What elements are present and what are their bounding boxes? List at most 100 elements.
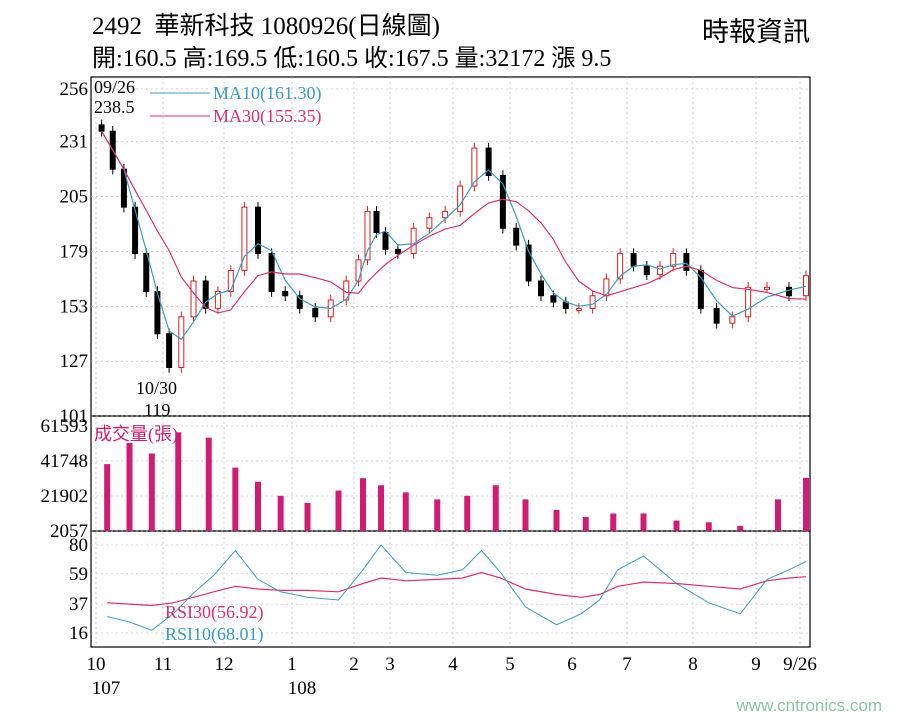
candle-body xyxy=(538,280,544,297)
month-tick-label: 1 xyxy=(287,654,297,675)
candle-body xyxy=(442,210,449,219)
volume-bar xyxy=(277,495,284,531)
candle-body xyxy=(355,259,362,282)
candle-body xyxy=(683,253,690,271)
candle-body xyxy=(166,333,173,368)
price-tick-label: 153 xyxy=(60,296,89,317)
candle-body xyxy=(143,253,150,293)
candle-body xyxy=(457,185,464,212)
volume-bar xyxy=(148,453,155,531)
grid-lines xyxy=(91,77,810,647)
candle-body xyxy=(296,295,303,309)
month-tick-label: 5 xyxy=(505,654,515,675)
candle-body xyxy=(617,253,624,280)
volume-title: 成交量(張) xyxy=(94,424,178,445)
volume-bar xyxy=(104,464,111,531)
high-price-annotation: 238.5 xyxy=(94,97,135,117)
month-tick-label: 4 xyxy=(448,654,458,675)
high-date-annotation: 09/26 xyxy=(94,77,135,97)
candle-body xyxy=(643,265,650,276)
candle-body xyxy=(471,147,478,187)
volume-bar xyxy=(553,509,560,531)
source-label: 時報資訊 xyxy=(702,17,810,47)
volume-bar xyxy=(464,495,471,531)
volume-bar xyxy=(126,442,133,531)
low-price-annotation: 119 xyxy=(144,400,170,420)
month-tick-label: 11 xyxy=(154,654,172,675)
year-tick-label: 108 xyxy=(288,678,317,699)
volume-bar xyxy=(232,467,239,531)
volume-bar xyxy=(335,490,342,531)
candle-body xyxy=(485,147,492,176)
candle-body xyxy=(364,210,371,261)
volume-bar xyxy=(378,485,384,531)
ma10-legend-label: MA10(161.30) xyxy=(213,83,322,104)
low-date-annotation: 10/30 xyxy=(136,378,177,398)
candle-body xyxy=(132,206,139,255)
candle-body xyxy=(178,316,185,368)
volume-bar xyxy=(775,499,781,531)
volume-tick-label: 2057 xyxy=(50,521,88,542)
volume-bar xyxy=(582,516,589,531)
ma10-line xyxy=(101,130,807,341)
candle-body xyxy=(190,280,197,318)
month-tick-label: 3 xyxy=(385,654,395,675)
volume-tick-label: 41748 xyxy=(41,451,89,472)
rsi10-legend-label: RSI10(68.01) xyxy=(165,624,264,645)
volume-bar xyxy=(255,481,261,531)
candle-body xyxy=(382,231,389,250)
candle-body xyxy=(499,174,506,229)
price-tick-label: 101 xyxy=(60,406,89,427)
month-tick-label: 7 xyxy=(622,654,632,675)
candle-body xyxy=(410,227,417,255)
month-tick-label: 6 xyxy=(567,654,577,675)
volume-bar xyxy=(705,522,712,531)
month-tick-label: 9 xyxy=(751,654,761,675)
volume-bar xyxy=(434,499,441,531)
rsi30-line xyxy=(107,571,807,607)
month-tick-label: 9/26 xyxy=(783,654,817,675)
volume-bar xyxy=(175,432,182,531)
candle-body xyxy=(282,291,289,297)
candle-body xyxy=(241,206,248,271)
candle-body xyxy=(575,307,582,311)
price-tick-label: 256 xyxy=(60,79,89,100)
volume-bar xyxy=(640,513,647,531)
rsi-frame xyxy=(90,530,811,648)
quote-line: 開:160.5 高:169.5 低:160.5 收:167.5 量:32172 … xyxy=(92,46,612,72)
candle-body xyxy=(394,248,401,255)
candle-body xyxy=(657,265,663,276)
stock-code: 2492 xyxy=(92,13,142,40)
price-tick-label: 179 xyxy=(60,241,89,262)
date-caption: 1080926(日線圖) xyxy=(260,13,440,40)
candle-body xyxy=(630,253,637,267)
month-tick-label: 8 xyxy=(688,654,698,675)
candle-body xyxy=(550,295,557,303)
price-frame xyxy=(90,76,811,417)
volume-bar xyxy=(522,499,529,531)
candle-body xyxy=(786,286,792,297)
ma30-line xyxy=(101,130,807,314)
volume-tick-label: 21902 xyxy=(41,486,89,507)
month-tick-label: 2 xyxy=(349,654,359,675)
volume-tick-label: 61593 xyxy=(41,416,89,437)
volume-panel: 成交量(張) xyxy=(94,424,809,531)
candle-body xyxy=(373,210,380,233)
candle-body xyxy=(713,307,720,324)
candle-body xyxy=(202,280,209,309)
rsi-panel: RSI30(56.92)RSI10(68.01) xyxy=(107,544,807,645)
volume-bar xyxy=(205,437,212,531)
candle-body xyxy=(426,217,433,229)
candle-body xyxy=(729,316,736,324)
volume-bar xyxy=(673,520,680,531)
candle-body xyxy=(513,227,520,246)
chart-frames xyxy=(90,76,811,648)
candle-body xyxy=(589,295,596,309)
volume-bar xyxy=(737,525,744,531)
candle-body xyxy=(745,286,752,318)
volume-bar xyxy=(304,502,311,531)
candle-body xyxy=(803,275,809,297)
candle-body xyxy=(525,244,532,282)
